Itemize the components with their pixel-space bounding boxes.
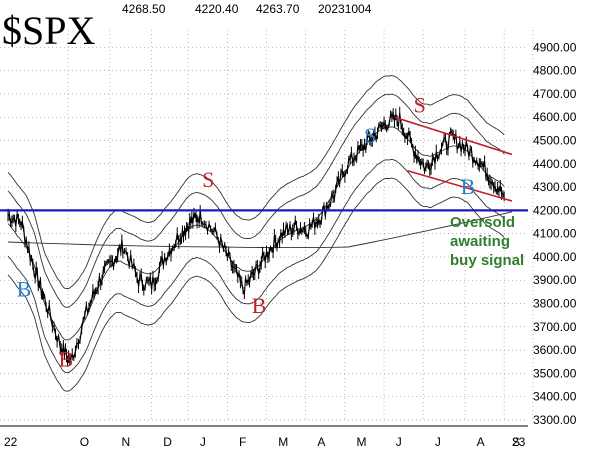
y-tick-label: 3700.00 bbox=[533, 320, 577, 334]
x-tick-label: O bbox=[80, 435, 89, 449]
band-line bbox=[7, 158, 505, 373]
header-value-2: 4220.40 bbox=[195, 2, 239, 16]
y-tick-label: 4000.00 bbox=[533, 250, 577, 264]
sell-signal-marker: S bbox=[202, 167, 214, 192]
y-tick-label: 4300.00 bbox=[533, 180, 577, 194]
y-tick-label: 4200.00 bbox=[533, 203, 577, 217]
x-tick-label: J bbox=[200, 435, 206, 449]
y-tick-label: 3600.00 bbox=[533, 343, 577, 357]
annotation-line-3: buy signal bbox=[450, 252, 524, 269]
chart-title: $SPX bbox=[2, 8, 95, 53]
y-tick-label: 4600.00 bbox=[533, 110, 577, 124]
buy-signal-marker: B bbox=[461, 174, 476, 199]
y-tick-label: 4400.00 bbox=[533, 157, 577, 171]
y-tick-label: 4700.00 bbox=[533, 87, 577, 101]
y-tick-label: 4900.00 bbox=[533, 40, 577, 54]
annotation-line-1: Oversold bbox=[450, 214, 515, 231]
x-tick-label: S bbox=[512, 435, 520, 449]
x-tick-label: D bbox=[163, 435, 172, 449]
y-tick-label: 3300.00 bbox=[533, 413, 577, 427]
long-term-average-line bbox=[7, 211, 513, 249]
band-line bbox=[7, 75, 505, 290]
x-tick-label: N bbox=[122, 435, 131, 449]
annotation-line-2: awaiting bbox=[450, 233, 510, 250]
chart-labels: 4900.00 4800.00 4700.00 4600.00 4500.00 4400.… bbox=[4, 40, 577, 449]
x-tick-label: F bbox=[239, 435, 246, 449]
y-tick-label: 3500.00 bbox=[533, 366, 577, 380]
y-tick-label: 3900.00 bbox=[533, 273, 577, 287]
x-tick-label: A bbox=[477, 435, 485, 449]
x-tick-label: A bbox=[317, 435, 325, 449]
buy-signal-marker: B bbox=[252, 293, 267, 318]
header-value-3: 4263.70 bbox=[256, 2, 300, 16]
y-tick-label: 3400.00 bbox=[533, 390, 577, 404]
buy-signal-marker: B bbox=[17, 277, 32, 302]
header-date: 20231004 bbox=[318, 2, 372, 16]
x-tick-label: J bbox=[396, 435, 402, 449]
trend-line bbox=[407, 169, 513, 202]
band-line bbox=[7, 177, 505, 392]
y-tick-label: 4100.00 bbox=[533, 227, 577, 241]
x-tick-label: J bbox=[435, 435, 441, 449]
y-tick-label: 3800.00 bbox=[533, 297, 577, 311]
trend-line bbox=[394, 116, 513, 156]
sell-signal-marker: S bbox=[364, 123, 376, 148]
y-tick-label: 4500.00 bbox=[533, 133, 577, 147]
band-line bbox=[7, 93, 505, 308]
buy-signal-marker: B bbox=[58, 346, 73, 371]
sell-signal-marker: S bbox=[414, 93, 426, 118]
x-tick-label: M bbox=[278, 435, 288, 449]
header-value-1: 4268.50 bbox=[122, 2, 166, 16]
x-tick-label: M bbox=[357, 435, 367, 449]
x-tick-label: 23 bbox=[512, 435, 526, 449]
y-tick-label: 4800.00 bbox=[533, 64, 577, 78]
price-line bbox=[7, 111, 505, 362]
chart-overlays: B B S B S S B bbox=[0, 93, 528, 371]
x-tick-label: 22 bbox=[4, 435, 18, 449]
